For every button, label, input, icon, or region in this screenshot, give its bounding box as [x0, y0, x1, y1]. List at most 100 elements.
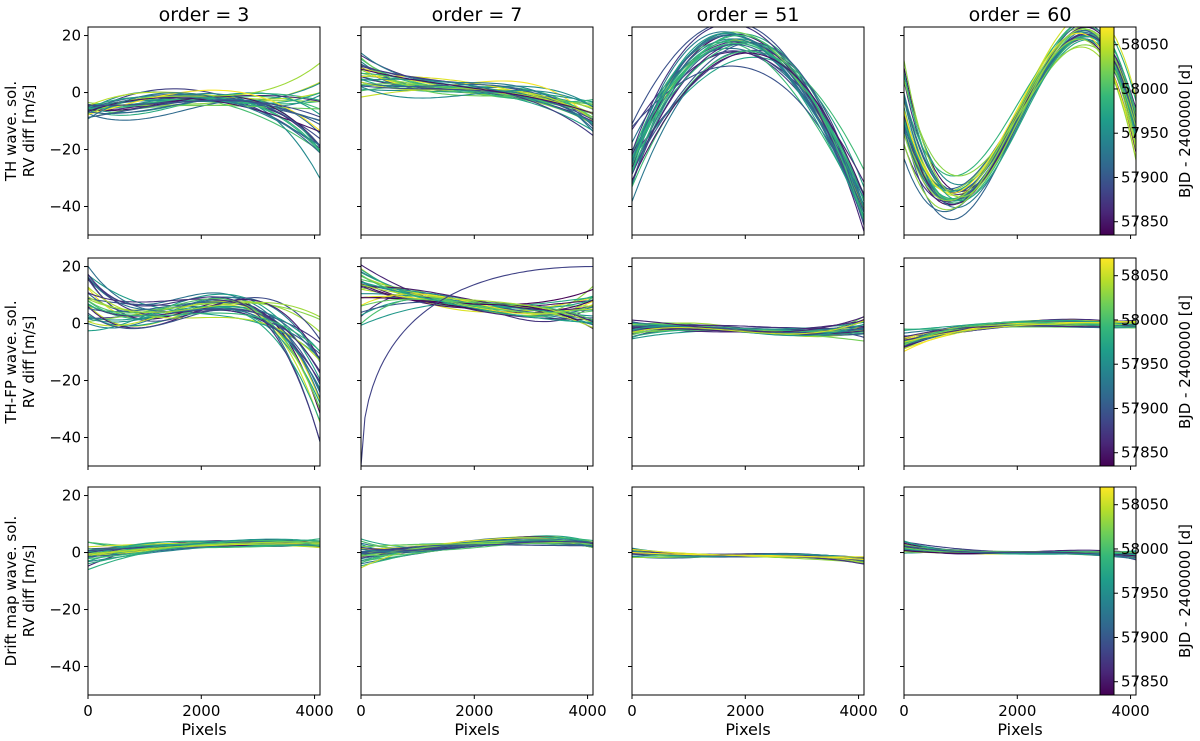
series-line [88, 301, 320, 361]
x-tick-label: 0 [83, 702, 93, 720]
colorbar-tick-label: 57850 [1121, 444, 1169, 462]
colorbar-layer: 58050 58000 57950 57900 57850 BJD - 2400000 [… [1099, 26, 1194, 696]
series-line [904, 28, 1136, 198]
curves-group [904, 318, 1136, 352]
series-line [904, 32, 1136, 194]
x-tick-label: 4000 [295, 702, 333, 720]
row-label-line1: TH wave. sol. [2, 81, 20, 182]
row-label-line2: RV diff [m/s] [20, 545, 38, 638]
panel-frame [360, 26, 594, 236]
series-line [904, 33, 1136, 203]
series-line [88, 540, 320, 560]
panel-r0-c3 [900, 26, 1137, 239]
series-line [88, 100, 320, 118]
series-line [361, 540, 593, 551]
series-line [88, 97, 320, 153]
panel-frame [360, 486, 594, 696]
series-line [361, 298, 593, 314]
colorbar-tick-label: 57950 [1121, 355, 1169, 373]
series-line [88, 92, 320, 147]
series-line [361, 78, 593, 124]
series-line [361, 288, 593, 306]
series-line [361, 68, 593, 114]
panel-r0-c2 [628, 26, 865, 239]
series-line [361, 86, 593, 108]
colorbar-r1: 58050 58000 57950 57900 57850 BJD - 2400000 [… [1099, 257, 1194, 467]
series-line [361, 542, 593, 548]
column-title: order = 3 [159, 4, 250, 26]
panel-r1-c2 [628, 257, 865, 470]
curves-group [904, 540, 1136, 561]
y-tick-label: 0 [71, 544, 81, 562]
series-line [361, 544, 593, 554]
curves-group [361, 535, 593, 569]
series-line [632, 41, 864, 212]
series-line [632, 27, 864, 218]
labels-layer: order = 3 order = 7 order = 51 order = 60 Pi… [2, 4, 1071, 739]
colorbar-gradient [1100, 487, 1114, 695]
y-tick-label: −20 [49, 601, 81, 619]
curves-group [361, 52, 593, 136]
curves-group [88, 62, 320, 179]
series-line [632, 322, 864, 335]
x-tick-label: 2000 [455, 702, 493, 720]
panel-frame [87, 26, 321, 236]
x-tick-label: 2000 [182, 702, 220, 720]
series-line [88, 91, 320, 107]
y-tick-label: −40 [49, 429, 81, 447]
panel-r2-c0: 20 0 −20 −40 0 2000 4000 [49, 486, 334, 720]
colorbar-tick-label: 57900 [1121, 168, 1169, 186]
colorbar-tick-label: 57900 [1121, 399, 1169, 417]
panel-frame [87, 486, 321, 696]
row-label: TH-FP wave. sol. RV diff [m/s] [2, 300, 38, 424]
colorbar-label-text: BJD - 2400000 [d] [1176, 524, 1194, 658]
curves-group [632, 27, 864, 232]
series-line [632, 40, 864, 195]
series-line [904, 321, 1136, 345]
series-line [632, 52, 864, 196]
panel-r2-c2: 0 2000 4000 [627, 486, 878, 720]
series-line [904, 545, 1136, 559]
series-line [88, 296, 320, 318]
series-line [904, 28, 1136, 202]
colorbar-r2: 58050 58000 57950 57900 57850 BJD - 2400000 [… [1099, 486, 1194, 696]
y-tick-label: −20 [49, 372, 81, 390]
x-tick-label: 2000 [726, 702, 764, 720]
y-tick-label: −40 [49, 198, 81, 216]
y-tick-label: −20 [49, 141, 81, 159]
row-label: TH wave. sol. RV diff [m/s] [2, 81, 38, 182]
series-line [88, 540, 320, 559]
panel-r2-c3: 0 2000 4000 [899, 486, 1150, 720]
curves-group [361, 264, 593, 466]
x-tick-label: 0 [627, 702, 637, 720]
x-tick-label: 4000 [1111, 702, 1149, 720]
panel-frame [360, 257, 594, 467]
curves-group [632, 547, 864, 565]
series-line [88, 97, 320, 133]
series-line [88, 541, 320, 555]
x-tick-label: 0 [356, 702, 366, 720]
colorbar-label-text: BJD - 2400000 [d] [1176, 295, 1194, 429]
y-tick-label: 20 [62, 258, 81, 276]
series-line [632, 42, 864, 217]
colorbar-tick-label: 57950 [1121, 124, 1169, 142]
series-line [632, 548, 864, 558]
y-tick-label: 20 [62, 487, 81, 505]
colorbar-tick-label: 57950 [1121, 584, 1169, 602]
colorbar-tick-label: 57850 [1121, 213, 1169, 231]
series-line [88, 88, 320, 149]
colorbar-r0: 58050 58000 57950 57900 57850 BJD - 2400000 [… [1099, 26, 1194, 236]
colorbar-tick-label: 58000 [1121, 540, 1169, 558]
colorbar-frame [1099, 257, 1115, 467]
y-tick-label: 0 [71, 84, 81, 102]
series-line [88, 299, 320, 360]
series-line [904, 319, 1136, 331]
series-line [88, 89, 320, 132]
series-line [361, 88, 593, 114]
series-line [632, 44, 864, 223]
series-line [904, 320, 1136, 343]
series-line [632, 320, 864, 335]
colorbar-tick-label: 58050 [1121, 267, 1169, 285]
series-line [632, 316, 864, 333]
